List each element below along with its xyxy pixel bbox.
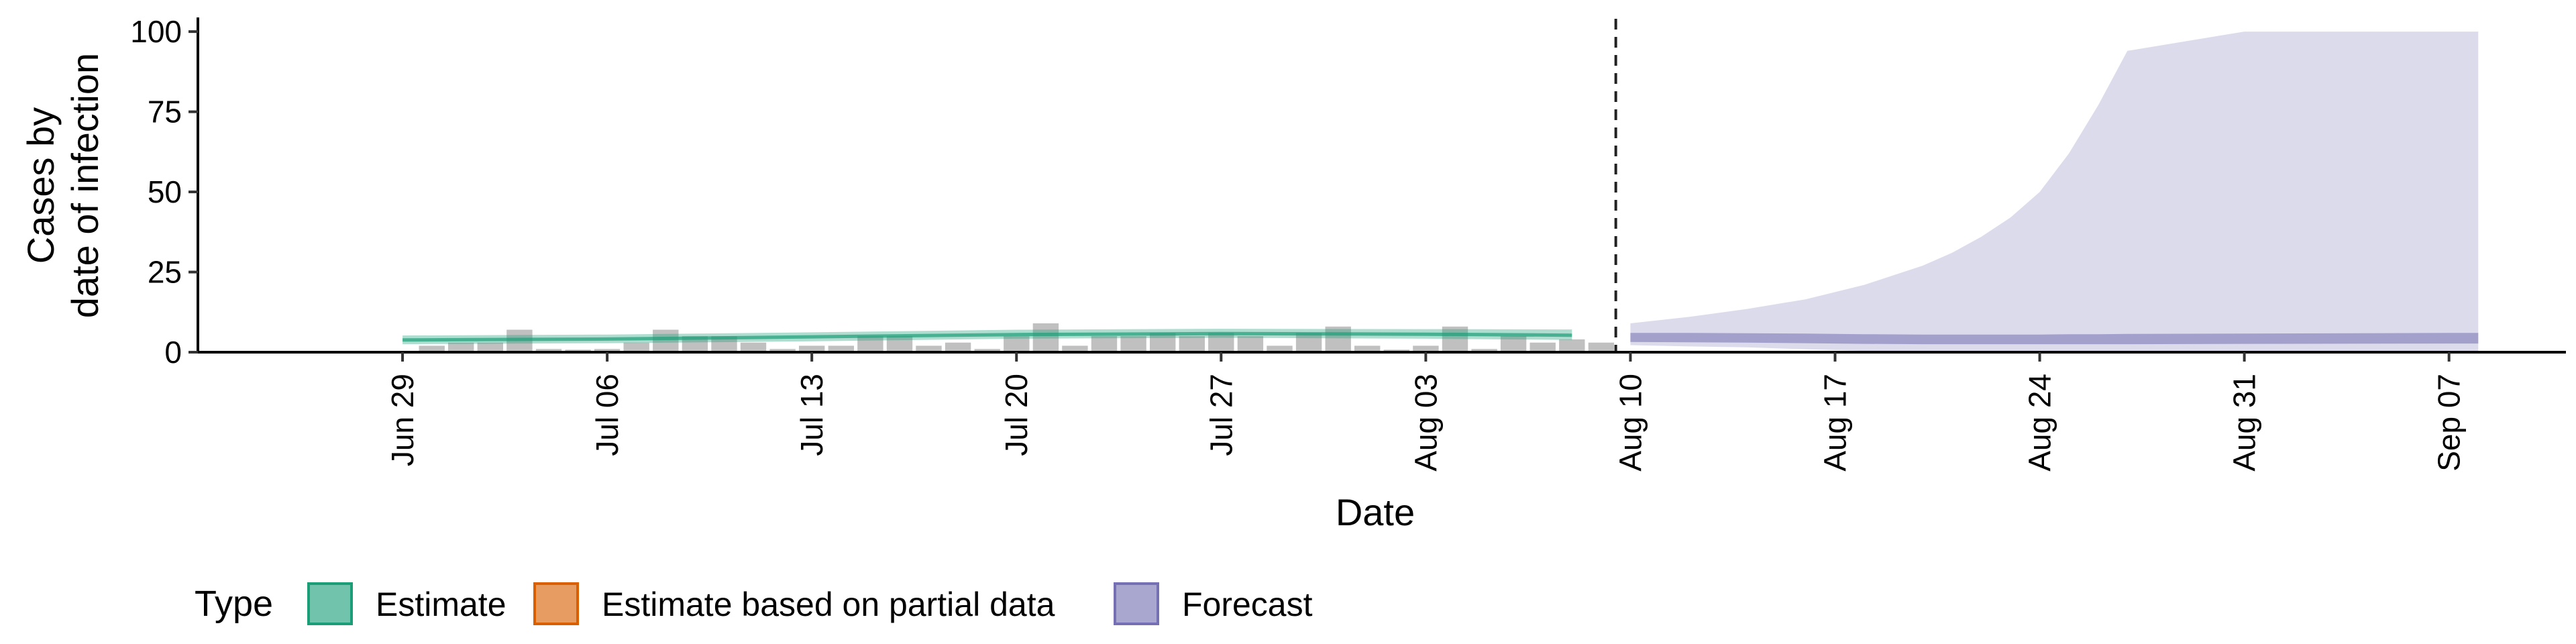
legend-title: Type <box>195 584 273 624</box>
bar-2020-07-09 <box>682 336 708 352</box>
bar-2020-07-02 <box>477 342 503 352</box>
bar-2020-08-01 <box>1354 345 1381 352</box>
bar-2020-07-21 <box>1032 323 1059 352</box>
bar-2020-08-09 <box>1588 342 1615 352</box>
estimate-median-line <box>402 331 1572 342</box>
bar-2020-07-18 <box>945 342 971 352</box>
bar-2020-07-27 <box>1208 333 1234 352</box>
legend-label-estimate: Estimate <box>376 586 506 623</box>
x-tick-label-2020-08-31: Aug 31 <box>2227 374 2262 472</box>
legend-swatch-estimate <box>307 582 353 625</box>
x-tick-label-2020-08-17: Aug 17 <box>1817 374 1852 472</box>
y-tick-label-100: 100 <box>130 14 182 49</box>
plot-area <box>402 19 2479 352</box>
x-tick-label-2020-06-29: Jun 29 <box>385 374 420 466</box>
bar-2020-07-19 <box>974 349 1000 352</box>
bar-2020-07-07 <box>623 342 649 352</box>
y-axis-title-line1: Cases by <box>19 107 62 264</box>
bar-2020-07-01 <box>448 342 474 352</box>
x-tick-label-2020-07-06: Jul 06 <box>590 374 625 456</box>
y-tick-label-75: 75 <box>148 95 182 129</box>
legend: Type Estimate Estimate based on partial da… <box>195 582 1313 625</box>
x-tick-label-2020-08-24: Aug 24 <box>2023 374 2057 472</box>
y-tick-label-25: 25 <box>148 255 182 290</box>
legend-swatch-forecast <box>1114 582 1159 625</box>
x-axis-title: Date <box>1336 491 1415 533</box>
x-tick-label-2020-07-20: Jul 20 <box>999 374 1034 456</box>
bar-2020-08-04 <box>1442 326 1468 352</box>
bar-2020-07-26 <box>1179 336 1205 352</box>
bar-2020-07-10 <box>711 336 737 352</box>
bar-2020-07-13 <box>799 345 825 352</box>
bar-2020-07-12 <box>769 349 796 352</box>
bar-2020-07-04 <box>535 349 562 352</box>
legend-label-estimate-based-on-partial-data: Estimate based on partial data <box>602 586 1055 623</box>
bar-2020-07-22 <box>1062 345 1088 352</box>
x-tick-label-2020-09-07: Sep 07 <box>2432 374 2467 472</box>
bar-2020-07-29 <box>1267 345 1293 352</box>
legend-swatch-estimate-based-on-partial-data <box>533 582 579 625</box>
bar-2020-08-07 <box>1529 342 1556 352</box>
legend-label-forecast: Forecast <box>1182 586 1313 623</box>
bar-2020-07-25 <box>1150 333 1176 352</box>
forecast-outer-band <box>1630 32 2479 352</box>
bar-2020-07-08 <box>653 329 679 352</box>
bar-2020-07-14 <box>828 345 854 352</box>
x-tick-label-2020-07-13: Jul 13 <box>794 374 829 456</box>
bar-2020-07-28 <box>1237 336 1264 352</box>
y-tick-label-50: 50 <box>148 174 182 209</box>
bar-2020-07-17 <box>916 345 942 352</box>
bar-2020-07-11 <box>740 342 767 352</box>
bar-2020-07-24 <box>1120 336 1146 352</box>
y-tick-label-0: 0 <box>164 335 182 370</box>
bar-2020-08-08 <box>1559 339 1585 352</box>
bar-2020-07-06 <box>594 349 621 352</box>
bar-2020-07-31 <box>1325 326 1351 352</box>
bar-2020-08-06 <box>1500 336 1527 352</box>
x-tick-label-2020-08-03: Aug 03 <box>1408 374 1443 472</box>
y-axis-title-line2: date of infection <box>64 53 106 318</box>
bar-2020-07-15 <box>857 336 883 352</box>
forecast-inner-band <box>1630 333 2479 345</box>
bar-2020-08-03 <box>1413 345 1439 352</box>
bar-2020-07-16 <box>886 336 913 352</box>
x-tick-label-2020-07-27: Jul 27 <box>1203 374 1238 456</box>
bar-2020-07-23 <box>1091 336 1118 352</box>
bar-2020-08-05 <box>1471 349 1497 352</box>
bar-2020-06-30 <box>419 345 445 352</box>
bar-2020-07-30 <box>1295 333 1322 352</box>
axes: 0 25 50 75 100 Jun 29 Jul 06 Jul 13 Jul 20 Jul 27… <box>130 14 2566 472</box>
x-tick-label-2020-08-10: Aug 10 <box>1613 374 1648 472</box>
bar-2020-07-20 <box>1004 336 1030 352</box>
